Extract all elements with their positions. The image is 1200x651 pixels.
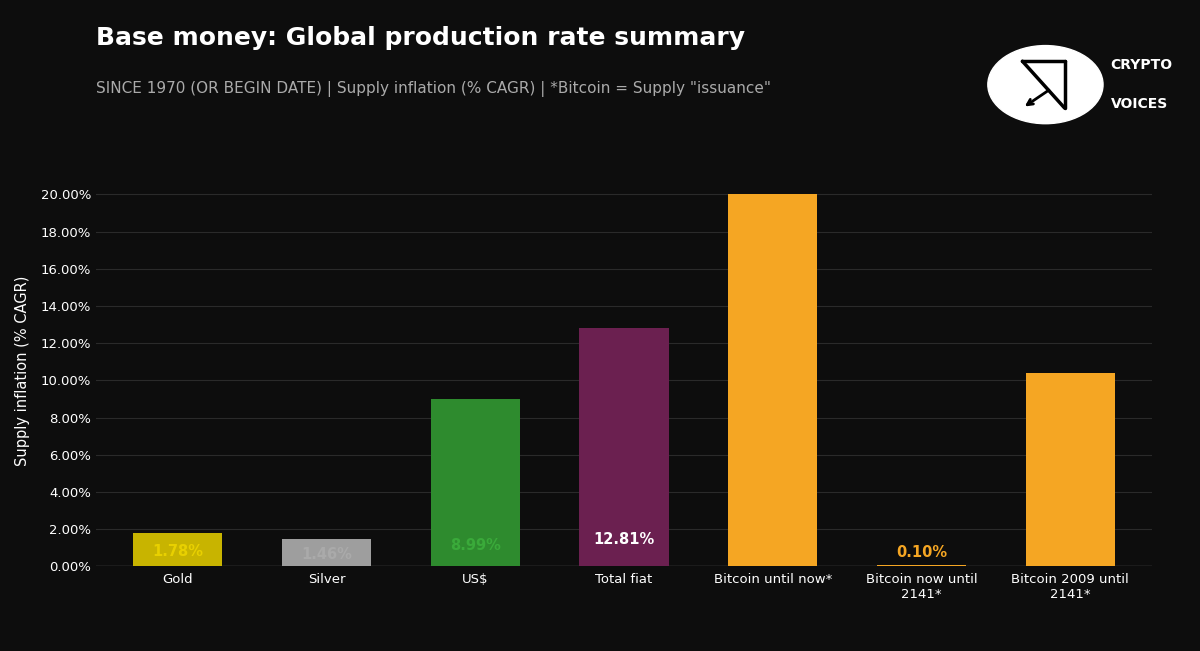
Bar — [282, 539, 371, 566]
Bar — [1026, 373, 1115, 566]
Bar — [877, 564, 966, 566]
Y-axis label: Supply inflation (% CAGR): Supply inflation (% CAGR) — [14, 276, 30, 466]
Text: 1.46%: 1.46% — [301, 547, 352, 562]
Text: Base money: Global production rate summary: Base money: Global production rate summa… — [96, 26, 745, 50]
Text: VOICES: VOICES — [1111, 97, 1168, 111]
Text: 64.28%: 64.28% — [743, 521, 803, 536]
Bar — [133, 533, 222, 566]
Circle shape — [988, 46, 1103, 124]
Text: 0.10%: 0.10% — [896, 545, 947, 560]
Text: CRYPTO: CRYPTO — [1111, 58, 1172, 72]
Text: 10.39%: 10.39% — [1039, 536, 1100, 551]
Bar — [728, 195, 817, 566]
Text: SINCE 1970 (OR BEGIN DATE) | Supply inflation (% CAGR) | *Bitcoin = Supply "issu: SINCE 1970 (OR BEGIN DATE) | Supply infl… — [96, 81, 772, 98]
Bar — [431, 399, 520, 566]
Text: 12.81%: 12.81% — [593, 533, 655, 547]
Bar — [580, 328, 668, 566]
Text: 1.78%: 1.78% — [152, 544, 203, 559]
Text: 8.99%: 8.99% — [450, 538, 500, 553]
